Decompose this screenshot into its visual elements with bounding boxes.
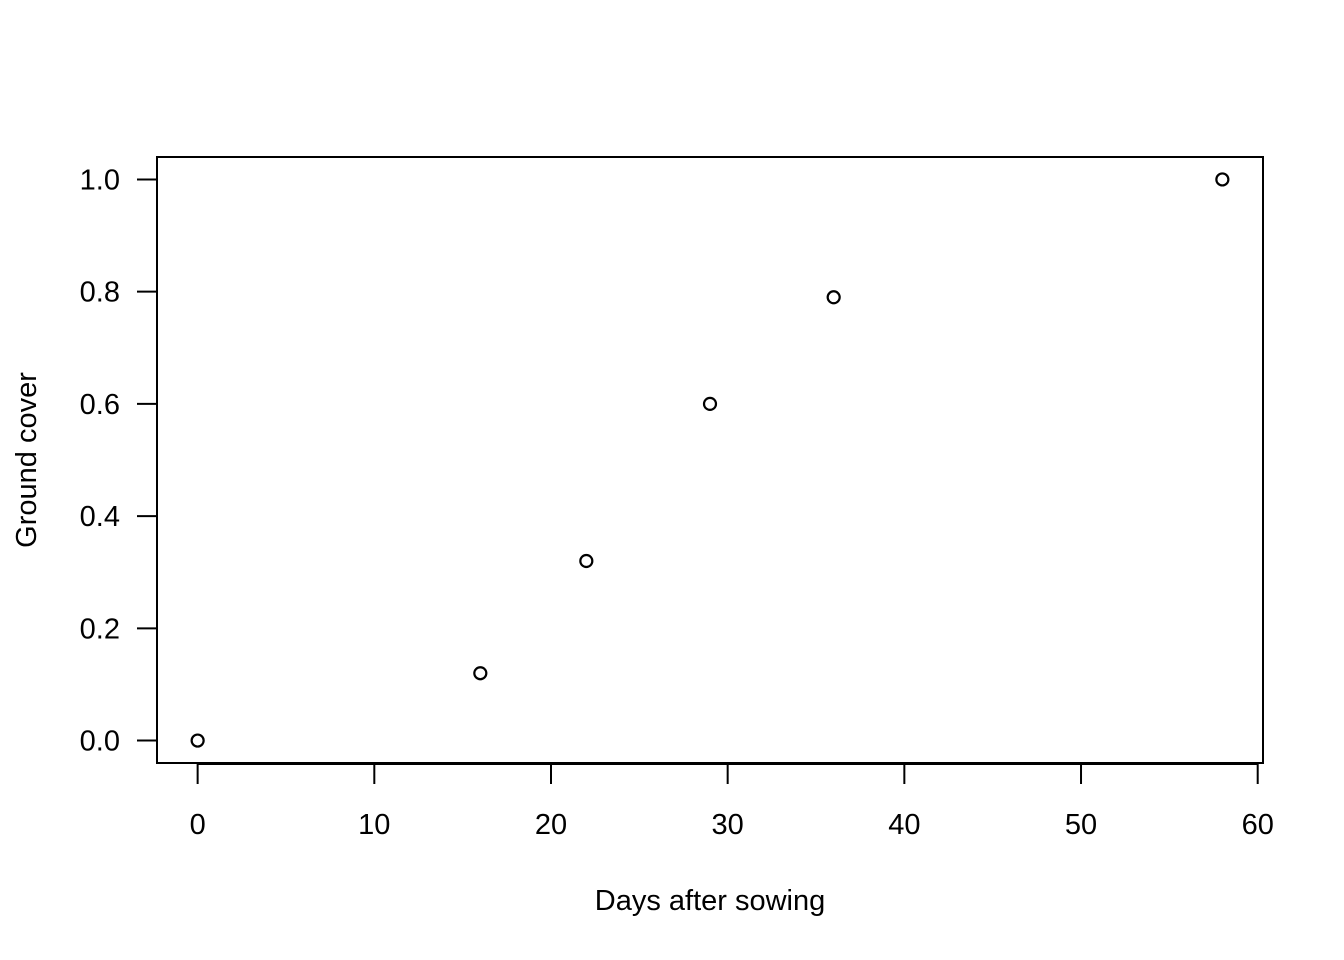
y-axis-title: Ground cover bbox=[11, 372, 43, 548]
y-tick-label: 0.8 bbox=[80, 277, 120, 309]
x-tick-label: 10 bbox=[358, 809, 390, 841]
data-points bbox=[190, 172, 1230, 748]
plot-frame bbox=[156, 156, 1264, 764]
x-tick-label: 30 bbox=[712, 809, 744, 841]
y-tick-label: 1.0 bbox=[80, 164, 120, 196]
x-tick-label: 20 bbox=[535, 809, 567, 841]
x-axis-title: Days after sowing bbox=[595, 885, 826, 917]
y-axis: 0.0 0.2 0.4 0.6 0.8 1.0 bbox=[80, 164, 158, 758]
x-tick-label: 0 bbox=[190, 809, 206, 841]
data-point bbox=[1215, 172, 1230, 187]
x-tick-label: 50 bbox=[1065, 809, 1097, 841]
x-tick-label: 60 bbox=[1242, 809, 1274, 841]
y-tick-label: 0.2 bbox=[80, 613, 120, 645]
x-axis: 0 10 20 30 40 50 60 bbox=[190, 763, 1274, 841]
data-point bbox=[190, 733, 205, 748]
data-point bbox=[579, 553, 594, 569]
x-tick-label: 40 bbox=[888, 809, 920, 841]
y-tick-label: 0.0 bbox=[80, 726, 120, 758]
data-point bbox=[473, 666, 488, 681]
data-point bbox=[826, 290, 841, 305]
y-tick-label: 0.6 bbox=[80, 389, 120, 421]
y-tick-label: 0.4 bbox=[80, 501, 120, 533]
data-point bbox=[702, 396, 718, 411]
